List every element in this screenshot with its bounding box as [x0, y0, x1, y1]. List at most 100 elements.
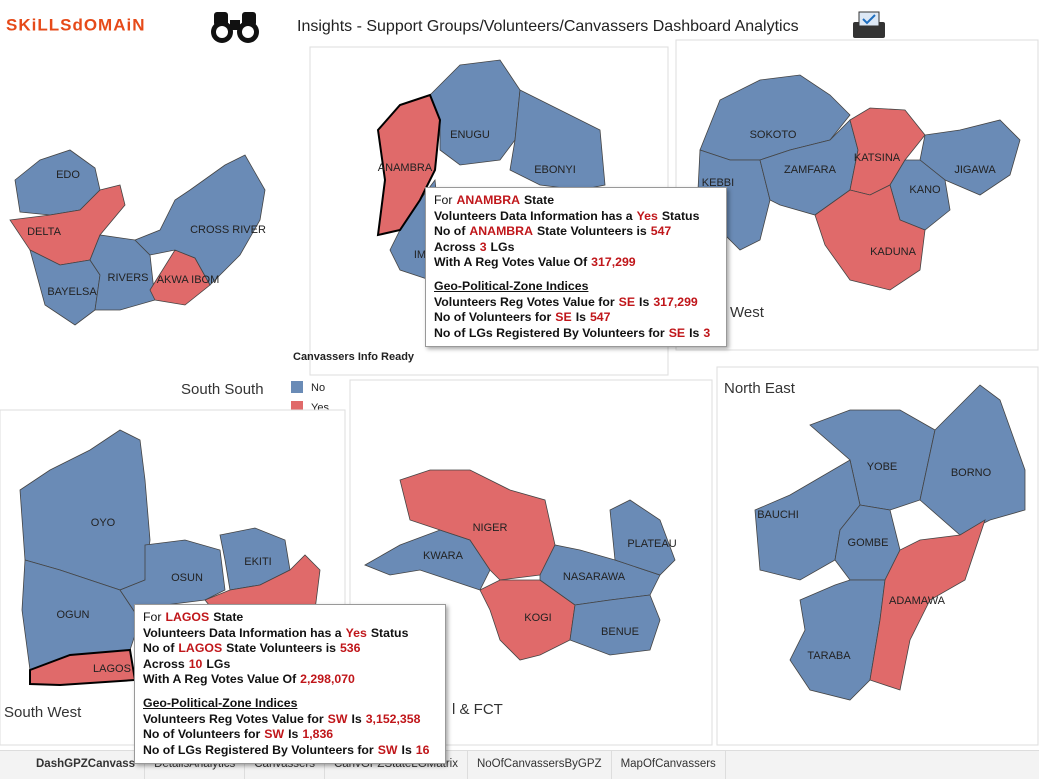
- tooltip-line: Volunteers Reg Votes Value for SW Is 3,152,…: [143, 712, 437, 728]
- tooltip-text: ANAMBRA: [469, 224, 533, 239]
- tooltip-text: Yes: [636, 208, 658, 223]
- tooltip-text: 547: [650, 224, 672, 239]
- tooltip-line: No of LAGOS State Volunteers is 536: [143, 641, 437, 657]
- state-label: LAGOS: [93, 663, 131, 675]
- state-label: AKWA IBOM: [157, 274, 220, 286]
- tooltip-line: Volunteers Data Information has a Yes Stat…: [143, 626, 437, 642]
- state-label: ENUGU: [450, 129, 490, 141]
- state-label: TARABA: [807, 650, 851, 662]
- tooltip-line: For ANAMBRA State: [434, 193, 718, 209]
- tooltip-text: Volunteers Data Information has a: [434, 208, 633, 223]
- tooltip-line: With A Reg Votes Value Of 2,298,070: [143, 672, 437, 688]
- tooltip-text: 536: [339, 641, 361, 656]
- tooltip-text: For: [143, 610, 162, 624]
- tooltip-text: 3,152,358: [365, 711, 421, 726]
- tooltip-text: No of Volunteers for: [434, 310, 552, 325]
- state-label: GOMBE: [848, 537, 889, 549]
- tooltip-text: 10: [188, 656, 203, 671]
- state-label: CROSS RIVER: [190, 224, 266, 236]
- tooltip-text: 317,299: [653, 294, 698, 309]
- state-label: OSUN: [171, 572, 203, 584]
- map-panel: YOBE BORNO BAUCHI GOMBE ADAMAWA TARABA N…: [716, 366, 1039, 746]
- tooltip-line: No of Volunteers for SW Is 1,836: [143, 727, 437, 743]
- state-label: SOKOTO: [750, 129, 797, 141]
- tooltip-text: State Volunteers is: [536, 224, 647, 239]
- state-label: ADAMAWA: [889, 595, 946, 607]
- state-label: KATSINA: [854, 152, 901, 164]
- tooltip-text: LAGOS: [178, 641, 223, 656]
- state-label: NIGER: [473, 522, 508, 534]
- binoculars-icon: [211, 12, 259, 43]
- state-label: BENUE: [601, 626, 639, 638]
- state-label: OYO: [91, 517, 116, 529]
- state-label: ZAMFARA: [784, 164, 837, 176]
- panel-title: West: [730, 304, 765, 321]
- state-label: ANAMBRA: [378, 162, 433, 174]
- state-label: BAUCHI: [757, 509, 799, 521]
- tooltip-text: 3: [479, 239, 487, 254]
- state-label: KEBBI: [702, 177, 734, 189]
- tooltip-text: SW: [377, 742, 398, 757]
- legend-label[interactable]: No: [311, 382, 325, 394]
- tooltip-line: No of Volunteers for SE Is 547: [434, 310, 718, 326]
- tooltip-text: State: [523, 193, 555, 207]
- tooltip-line: Volunteers Data Information has a Yes Stat…: [434, 209, 718, 225]
- panel-title: l & FCT: [452, 701, 503, 718]
- tooltip: For LAGOS State Volunteers Data Information…: [134, 604, 446, 765]
- tooltip-text: State Volunteers is: [226, 641, 336, 656]
- tooltip-text: Across: [434, 239, 476, 254]
- tooltip-line: Across 3 LGs: [434, 240, 718, 256]
- tooltip-text: Is: [639, 294, 650, 309]
- sheet-tab[interactable]: MapOfCanvassers: [612, 751, 726, 779]
- tooltip-text: No of Volunteers for: [143, 727, 261, 742]
- tooltip-text: SW: [327, 711, 348, 726]
- sheet-tab[interactable]: DashGPZCanvass: [0, 751, 146, 779]
- panel-title: North East: [724, 380, 796, 397]
- tooltip-line: With A Reg Votes Value Of 317,299: [434, 255, 718, 271]
- state-label: PLATEAU: [627, 538, 676, 550]
- tooltip-text: State: [213, 610, 244, 624]
- tooltip-text: 317,299: [591, 255, 636, 270]
- panel-title: South South: [181, 381, 264, 398]
- tooltip-text: No of: [143, 641, 175, 656]
- tooltip-text: SW: [264, 727, 285, 742]
- tooltip-text: Is: [351, 711, 362, 726]
- tooltip-line: Across 10 LGs: [143, 657, 437, 673]
- tooltip-text: No of LGs Registered By Volunteers for: [434, 325, 665, 340]
- tooltip-text: Volunteers Data Information has a: [143, 625, 342, 640]
- tooltip-line: For LAGOS State: [143, 610, 437, 626]
- tooltip-text: Is: [689, 325, 700, 340]
- tooltip-text: LGs: [206, 656, 231, 671]
- tooltip-text: SE: [668, 325, 686, 340]
- logo: SKiLLSdOMAiN: [6, 15, 146, 34]
- tooltip-text: SE: [618, 294, 636, 309]
- tooltip-line: No of LGs Registered By Volunteers for SE…: [434, 326, 718, 342]
- tooltip-text: ANAMBRA: [456, 193, 520, 207]
- tooltip-text: 547: [589, 310, 611, 325]
- tooltip: For ANAMBRA State Volunteers Data Informati…: [425, 187, 727, 348]
- dashboard-title: Insights - Support Groups/Volunteers/Can…: [297, 18, 799, 35]
- tooltip-text: LAGOS: [165, 610, 210, 624]
- tooltip-text: Across: [143, 656, 185, 671]
- map-panel: SOKOTO ZAMFARA KATSINA JIGAWA KEBBI KANO…: [675, 39, 1039, 351]
- state-label: KADUNA: [870, 246, 917, 258]
- tooltip-line: No of LGs Registered By Volunteers for SW…: [143, 743, 437, 759]
- legend-title: Canvassers Info Ready: [293, 351, 415, 363]
- state-label: KOGI: [524, 612, 552, 624]
- state-label: EDO: [56, 169, 80, 181]
- tooltip-text: 3: [703, 325, 711, 340]
- tooltip-text: Status: [661, 208, 700, 223]
- tooltip-line: No of ANAMBRA State Volunteers is 547: [434, 224, 718, 240]
- map-panel: EDO DELTA BAYELSA RIVERS AKWA IBOM CROSS…: [9, 149, 266, 398]
- tooltip-text: 16: [415, 742, 430, 757]
- tooltip-text: LGs: [490, 239, 515, 254]
- state-label: JIGAWA: [954, 164, 996, 176]
- tooltip-text: With A Reg Votes Value Of: [143, 672, 297, 687]
- tooltip-text: Status: [370, 625, 409, 640]
- state-label: YOBE: [867, 461, 898, 473]
- print-icon[interactable]: [853, 11, 885, 38]
- state-label: DELTA: [27, 226, 61, 238]
- tooltip-text: For: [434, 193, 453, 207]
- sheet-tab[interactable]: NoOfCanvassersByGPZ: [468, 751, 612, 779]
